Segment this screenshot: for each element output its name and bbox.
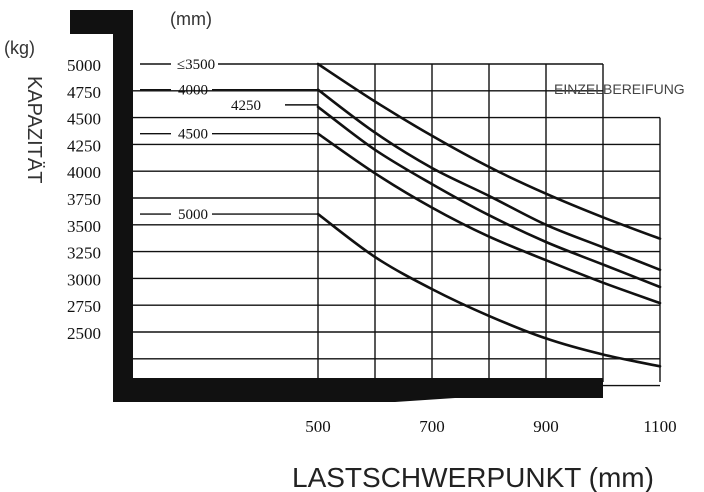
fork-shape	[70, 10, 603, 402]
series-label: 4500	[178, 127, 208, 143]
x-tick-label: 900	[533, 417, 559, 436]
series-line	[316, 105, 662, 289]
y-unit: (kg)	[4, 38, 35, 58]
series-line	[316, 132, 662, 305]
series-label: 4000	[178, 83, 208, 99]
text-layer: (kg) (mm) KAPAZITÄT EINZELBEREIFUNG LAST…	[4, 9, 685, 492]
series-label: 4250	[231, 98, 261, 114]
series-line	[316, 88, 662, 272]
x-tick-label: 700	[419, 417, 445, 436]
series-line	[316, 212, 662, 368]
x-tick-label: 500	[305, 417, 331, 436]
x-tick-label: 1100	[643, 417, 676, 436]
y-tick-label: 3750	[67, 190, 101, 209]
annotation-text: EINZELBEREIFUNG	[554, 81, 685, 97]
y-tick-label: 3500	[67, 217, 101, 236]
y-tick-label: 3000	[67, 270, 101, 289]
y-tick-label: 4500	[67, 110, 101, 129]
series-label: ≤3500	[177, 57, 215, 73]
y-tick-label: 4250	[67, 136, 101, 155]
curve-layer	[316, 62, 662, 368]
y-tick-label: 4000	[67, 163, 101, 182]
series-line	[316, 62, 662, 240]
y-tick-label: 5000	[67, 56, 101, 75]
y-axis-title: KAPAZITÄT	[23, 76, 45, 183]
grid	[133, 63, 661, 387]
series-unit: (mm)	[170, 9, 212, 29]
y-tick-label: 4750	[67, 83, 101, 102]
x-axis-title: LASTSCHWERPUNKT (mm)	[292, 462, 654, 492]
y-tick-label: 2500	[67, 324, 101, 343]
series-label: 5000	[178, 207, 208, 223]
label-layer: 5000 4750 4500 4250 4000 3750 3500 3250 3000 2750…	[67, 56, 677, 436]
fork-frame	[70, 10, 603, 402]
y-tick-label: 2750	[67, 297, 101, 316]
y-tick-label: 3250	[67, 244, 101, 263]
